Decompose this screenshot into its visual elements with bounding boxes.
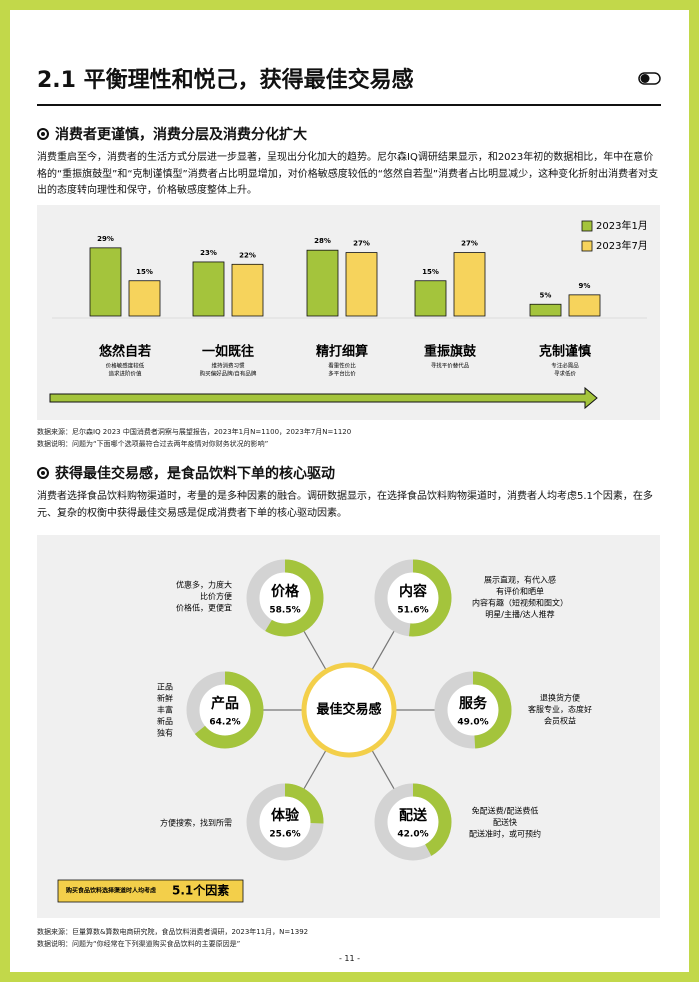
factor-detail: 配送快 — [493, 817, 517, 827]
category-note: 价格敏感度较低 — [106, 362, 145, 370]
bar-value-label: 5% — [540, 291, 552, 299]
callout-text: 购买食品饮料选择渠道时人均考虑 — [66, 887, 156, 895]
bar-chart: 2023年1月 29% 23% 28% 15% 5% 2023年7月 15% 22% 27% 27%… — [37, 205, 660, 420]
factor-detail: 会员权益 — [544, 716, 576, 726]
factor-detail: 独有 — [157, 728, 173, 738]
source-note: 数据说明：问题为“下面哪个选项最符合过去两年疫情对你财务状况的影响” — [37, 440, 269, 448]
bar — [192, 261, 225, 317]
page-title: 2.1 平衡理性和悦己，获得最佳交易感 — [37, 68, 414, 93]
factor-detail: 内容有趣（短视频和图文） — [472, 598, 568, 608]
category-note: 多平台比价 — [328, 370, 356, 378]
category-note: 专注必需品 — [551, 362, 579, 370]
donut-arc — [186, 671, 264, 749]
category-label: 一如既往 — [202, 344, 254, 360]
factor-detail: 优惠多，力度大 — [176, 580, 232, 590]
factor-detail: 免配送费/配送费低 — [472, 806, 539, 816]
donut-arc — [374, 559, 452, 637]
factor-name: 体验 — [271, 807, 300, 824]
source-note: 数据来源：尼尔森IQ 2023 中国消费者洞察与展望报告，2023年1月N=11… — [37, 428, 352, 436]
factor-value: 42.0% — [397, 830, 428, 840]
bar — [529, 303, 562, 317]
bar-value-label: 9% — [579, 282, 591, 290]
factor-name: 配送 — [399, 807, 428, 824]
bar-value-label: 15% — [136, 268, 153, 276]
factor-detail: 新鲜 — [157, 693, 173, 703]
category-note: 寻找平价替代品 — [431, 362, 470, 370]
page-number: - 11 - — [338, 954, 361, 963]
callout-highlight: 5.1个因素 — [172, 883, 229, 898]
bar — [414, 280, 447, 317]
bar-value-label: 23% — [200, 249, 217, 257]
factor-name: 服务 — [459, 695, 488, 712]
donut-arc — [434, 671, 512, 749]
legend-label: 2023年7月 — [596, 239, 648, 252]
source-note: 数据说明：问题为“你经常在下列渠道购买食品饮料的主要原因是” — [37, 940, 241, 948]
bar-value-label: 27% — [461, 240, 478, 248]
factor-detail: 方便搜索，找到所需 — [160, 818, 232, 828]
category-note: 寻求低价 — [554, 370, 577, 378]
factor-value: 49.0% — [457, 718, 488, 728]
factor-detail: 客服专业，态度好 — [528, 704, 592, 714]
factor-value: 51.6% — [397, 606, 428, 616]
factor-value: 58.5% — [269, 606, 300, 616]
bar — [128, 280, 161, 317]
bar-value-label: 15% — [422, 268, 439, 276]
factor-detail: 比价方便 — [200, 591, 232, 601]
factor-name: 价格 — [271, 583, 300, 600]
category-label: 悠然自若 — [98, 344, 151, 360]
factor-detail: 有评价和晒单 — [496, 586, 544, 596]
toggle-icon — [638, 72, 661, 85]
bar — [345, 252, 378, 317]
factor-value: 64.2% — [209, 718, 240, 728]
bar-value-label: 22% — [239, 251, 256, 259]
divider — [37, 104, 661, 106]
bar — [568, 294, 601, 317]
callout-box — [57, 879, 244, 903]
source-note: 数据来源：巨量算数&算数电商研究院，食品饮料消费者调研，2023年11月，N=1… — [37, 928, 309, 936]
factor-detail: 配送准时，或可预约 — [469, 829, 541, 839]
factor-detail: 价格低，更便宜 — [176, 603, 232, 613]
bar-value-label: 27% — [353, 240, 370, 248]
center-label: 最佳交易感 — [316, 702, 381, 718]
category-note: 维持消费习惯 — [211, 362, 245, 370]
bar-value-label: 29% — [97, 235, 114, 243]
category-note: 看重性价比 — [328, 362, 356, 370]
legend-label: 2023年1月 — [596, 219, 648, 232]
factor-detail: 丰富 — [157, 705, 173, 715]
factor-name: 内容 — [399, 583, 427, 600]
paragraph: 消费者选择食品饮料购物渠道时，考量的是多种因素的融合。调研数据显示，在选择食品饮… — [37, 491, 653, 519]
factor-detail: 明星/主播/达人推荐 — [485, 609, 554, 619]
factor-value: 25.6% — [269, 830, 300, 840]
factor-detail: 新品 — [157, 716, 173, 726]
donut-arc — [246, 783, 324, 861]
bar — [306, 249, 339, 317]
bar — [231, 263, 264, 317]
factor-detail: 退换货方便 — [540, 693, 580, 703]
legend-swatch — [581, 220, 593, 232]
factor-detail: 展示直观，有代入感 — [484, 575, 556, 585]
section-heading: 获得最佳交易感，是食品饮料下单的核心驱动 — [37, 463, 335, 483]
section-heading: 消费者更谨慎，消费分层及消费分化扩大 — [37, 124, 307, 144]
category-label: 重振旗鼓 — [424, 344, 477, 360]
bar-value-label: 28% — [314, 237, 331, 245]
bar — [89, 247, 122, 317]
legend-swatch — [581, 240, 593, 252]
bar — [453, 252, 486, 317]
donut-arc — [374, 783, 452, 861]
center-node — [301, 662, 397, 758]
category-note: 购买偏好品牌/自有品牌 — [200, 370, 257, 378]
category-label: 克制谨慎 — [539, 344, 591, 360]
paragraph: 消费重启至今，消费者的生活方式分层进一步显著，呈现出分化加大的趋势。尼尔森IQ调… — [37, 152, 659, 196]
category-label: 精打细算 — [316, 344, 368, 360]
factor-detail: 正品 — [157, 683, 173, 692]
category-note: 追求进阶价值 — [108, 370, 142, 378]
factor-name: 产品 — [211, 695, 239, 712]
donut-arc — [246, 559, 324, 637]
trend-arrow — [49, 386, 598, 410]
